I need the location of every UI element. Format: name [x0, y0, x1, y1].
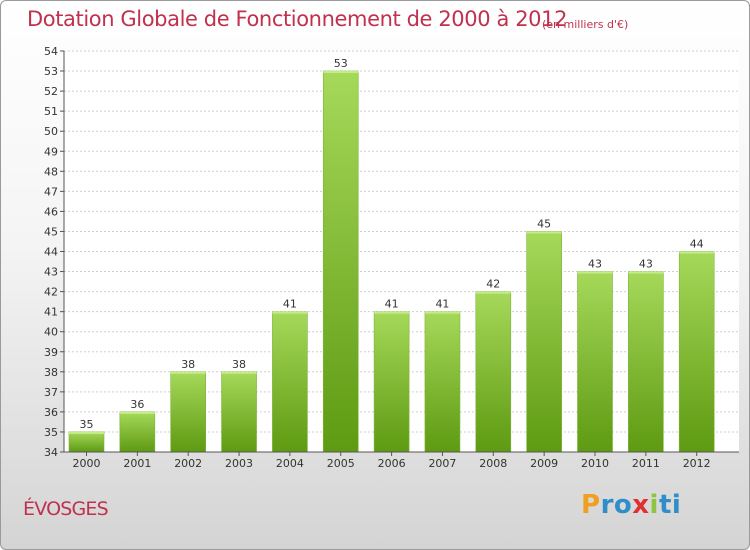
- data-label: 41: [283, 298, 297, 311]
- bar: [577, 271, 613, 453]
- y-tick-label: 38: [44, 366, 58, 379]
- chart-unit: (en milliers d'€): [542, 18, 629, 31]
- data-label: 45: [537, 217, 551, 230]
- bar-highlight: [119, 411, 155, 414]
- x-tick-label: 2005: [327, 457, 355, 470]
- bar: [475, 291, 512, 453]
- commune-name: ÉVOSGES: [23, 498, 109, 520]
- y-tick-label: 40: [44, 326, 58, 339]
- y-tick-label: 54: [44, 45, 58, 58]
- data-label: 35: [80, 418, 94, 431]
- bar-highlight: [628, 271, 664, 274]
- bar-highlight: [69, 431, 104, 434]
- x-tick-label: 2003: [225, 457, 253, 470]
- data-label: 38: [232, 358, 246, 371]
- bar: [424, 311, 461, 453]
- y-tick-label: 36: [44, 406, 58, 419]
- x-tick-label: 2002: [174, 457, 202, 470]
- bar-highlight: [475, 291, 511, 294]
- x-axis: 2000 2001 2002 2003 2004 2005 2006 2007 2008 2009…: [64, 451, 739, 470]
- bar: [221, 371, 257, 453]
- bar-highlight: [679, 251, 715, 254]
- y-tick-label: 34: [44, 446, 58, 459]
- y-tick-label: 45: [44, 225, 58, 238]
- y-tick-label: 39: [44, 346, 58, 359]
- logo-letter: r: [600, 490, 614, 520]
- bar-highlight: [170, 371, 206, 374]
- bar: [170, 371, 206, 453]
- y-tick-label: 48: [44, 165, 58, 178]
- data-label: 41: [385, 298, 399, 311]
- brand-logo: Proxiti: [581, 490, 681, 520]
- logo-letter: x: [632, 490, 650, 520]
- bar: [119, 411, 156, 453]
- x-tick-label: 2008: [479, 457, 507, 470]
- logo-letter: t: [658, 490, 672, 520]
- bar-highlight: [221, 371, 257, 374]
- y-tick-label: 43: [44, 266, 58, 279]
- data-label: 53: [334, 57, 348, 70]
- y-axis: 34 35 36 37 38 39 40 41 42 43 44 45 46 47 48 49 50 51 52 53…: [44, 45, 65, 459]
- y-tick-label: 50: [44, 125, 58, 138]
- logo-letter: o: [613, 490, 633, 520]
- x-tick-label: 2001: [123, 457, 151, 470]
- y-tick-label: 49: [44, 145, 58, 158]
- bar: [373, 311, 410, 453]
- y-tick-label: 51: [44, 105, 58, 118]
- bar: [678, 251, 715, 453]
- logo-letter: i: [649, 490, 659, 520]
- bar: [322, 70, 359, 453]
- data-label: 36: [130, 398, 144, 411]
- bar-highlight: [526, 231, 562, 234]
- bar-highlight: [577, 271, 613, 274]
- data-label: 43: [639, 258, 653, 271]
- y-tick-label: 52: [44, 85, 58, 98]
- x-tick-label: 2004: [276, 457, 304, 470]
- bar: [272, 311, 308, 453]
- bar-highlight: [424, 311, 460, 314]
- bar-highlight: [374, 311, 410, 314]
- bar-highlight: [323, 71, 359, 74]
- data-label: 44: [690, 238, 704, 251]
- x-tick-label: 2012: [683, 457, 711, 470]
- y-tick-label: 46: [44, 205, 58, 218]
- logo-letter: P: [581, 490, 601, 520]
- logo-letter: i: [671, 490, 682, 520]
- y-tick-label: 41: [44, 306, 58, 319]
- data-label: 43: [588, 258, 602, 271]
- bars: 35 36 38 38 41 53 41 41 42 45 43 43 44: [68, 57, 715, 453]
- bar-highlight: [272, 311, 308, 314]
- data-label: 41: [435, 298, 449, 311]
- y-tick-label: 42: [44, 286, 58, 299]
- bar: [68, 431, 105, 453]
- bar: [628, 271, 664, 453]
- y-tick-label: 53: [44, 65, 58, 78]
- y-tick-label: 35: [44, 426, 58, 439]
- bar: [526, 231, 562, 453]
- x-tick-label: 2007: [428, 457, 456, 470]
- x-tick-label: 2011: [632, 457, 660, 470]
- y-tick-label: 47: [44, 185, 58, 198]
- chart-title: Dotation Globale de Fonctionnement de 20…: [27, 7, 568, 31]
- x-tick-label: 2000: [73, 457, 101, 470]
- x-tick-label: 2009: [530, 457, 558, 470]
- y-tick-label: 37: [44, 386, 58, 399]
- x-tick-label: 2006: [378, 457, 406, 470]
- x-tick-label: 2010: [581, 457, 609, 470]
- y-tick-label: 44: [44, 246, 58, 259]
- data-label: 42: [486, 278, 500, 291]
- data-label: 38: [181, 358, 195, 371]
- bar-chart: 34 35 36 37 38 39 40 41 42 43 44 45 46 47 48 49 50 51 52 53…: [44, 45, 739, 470]
